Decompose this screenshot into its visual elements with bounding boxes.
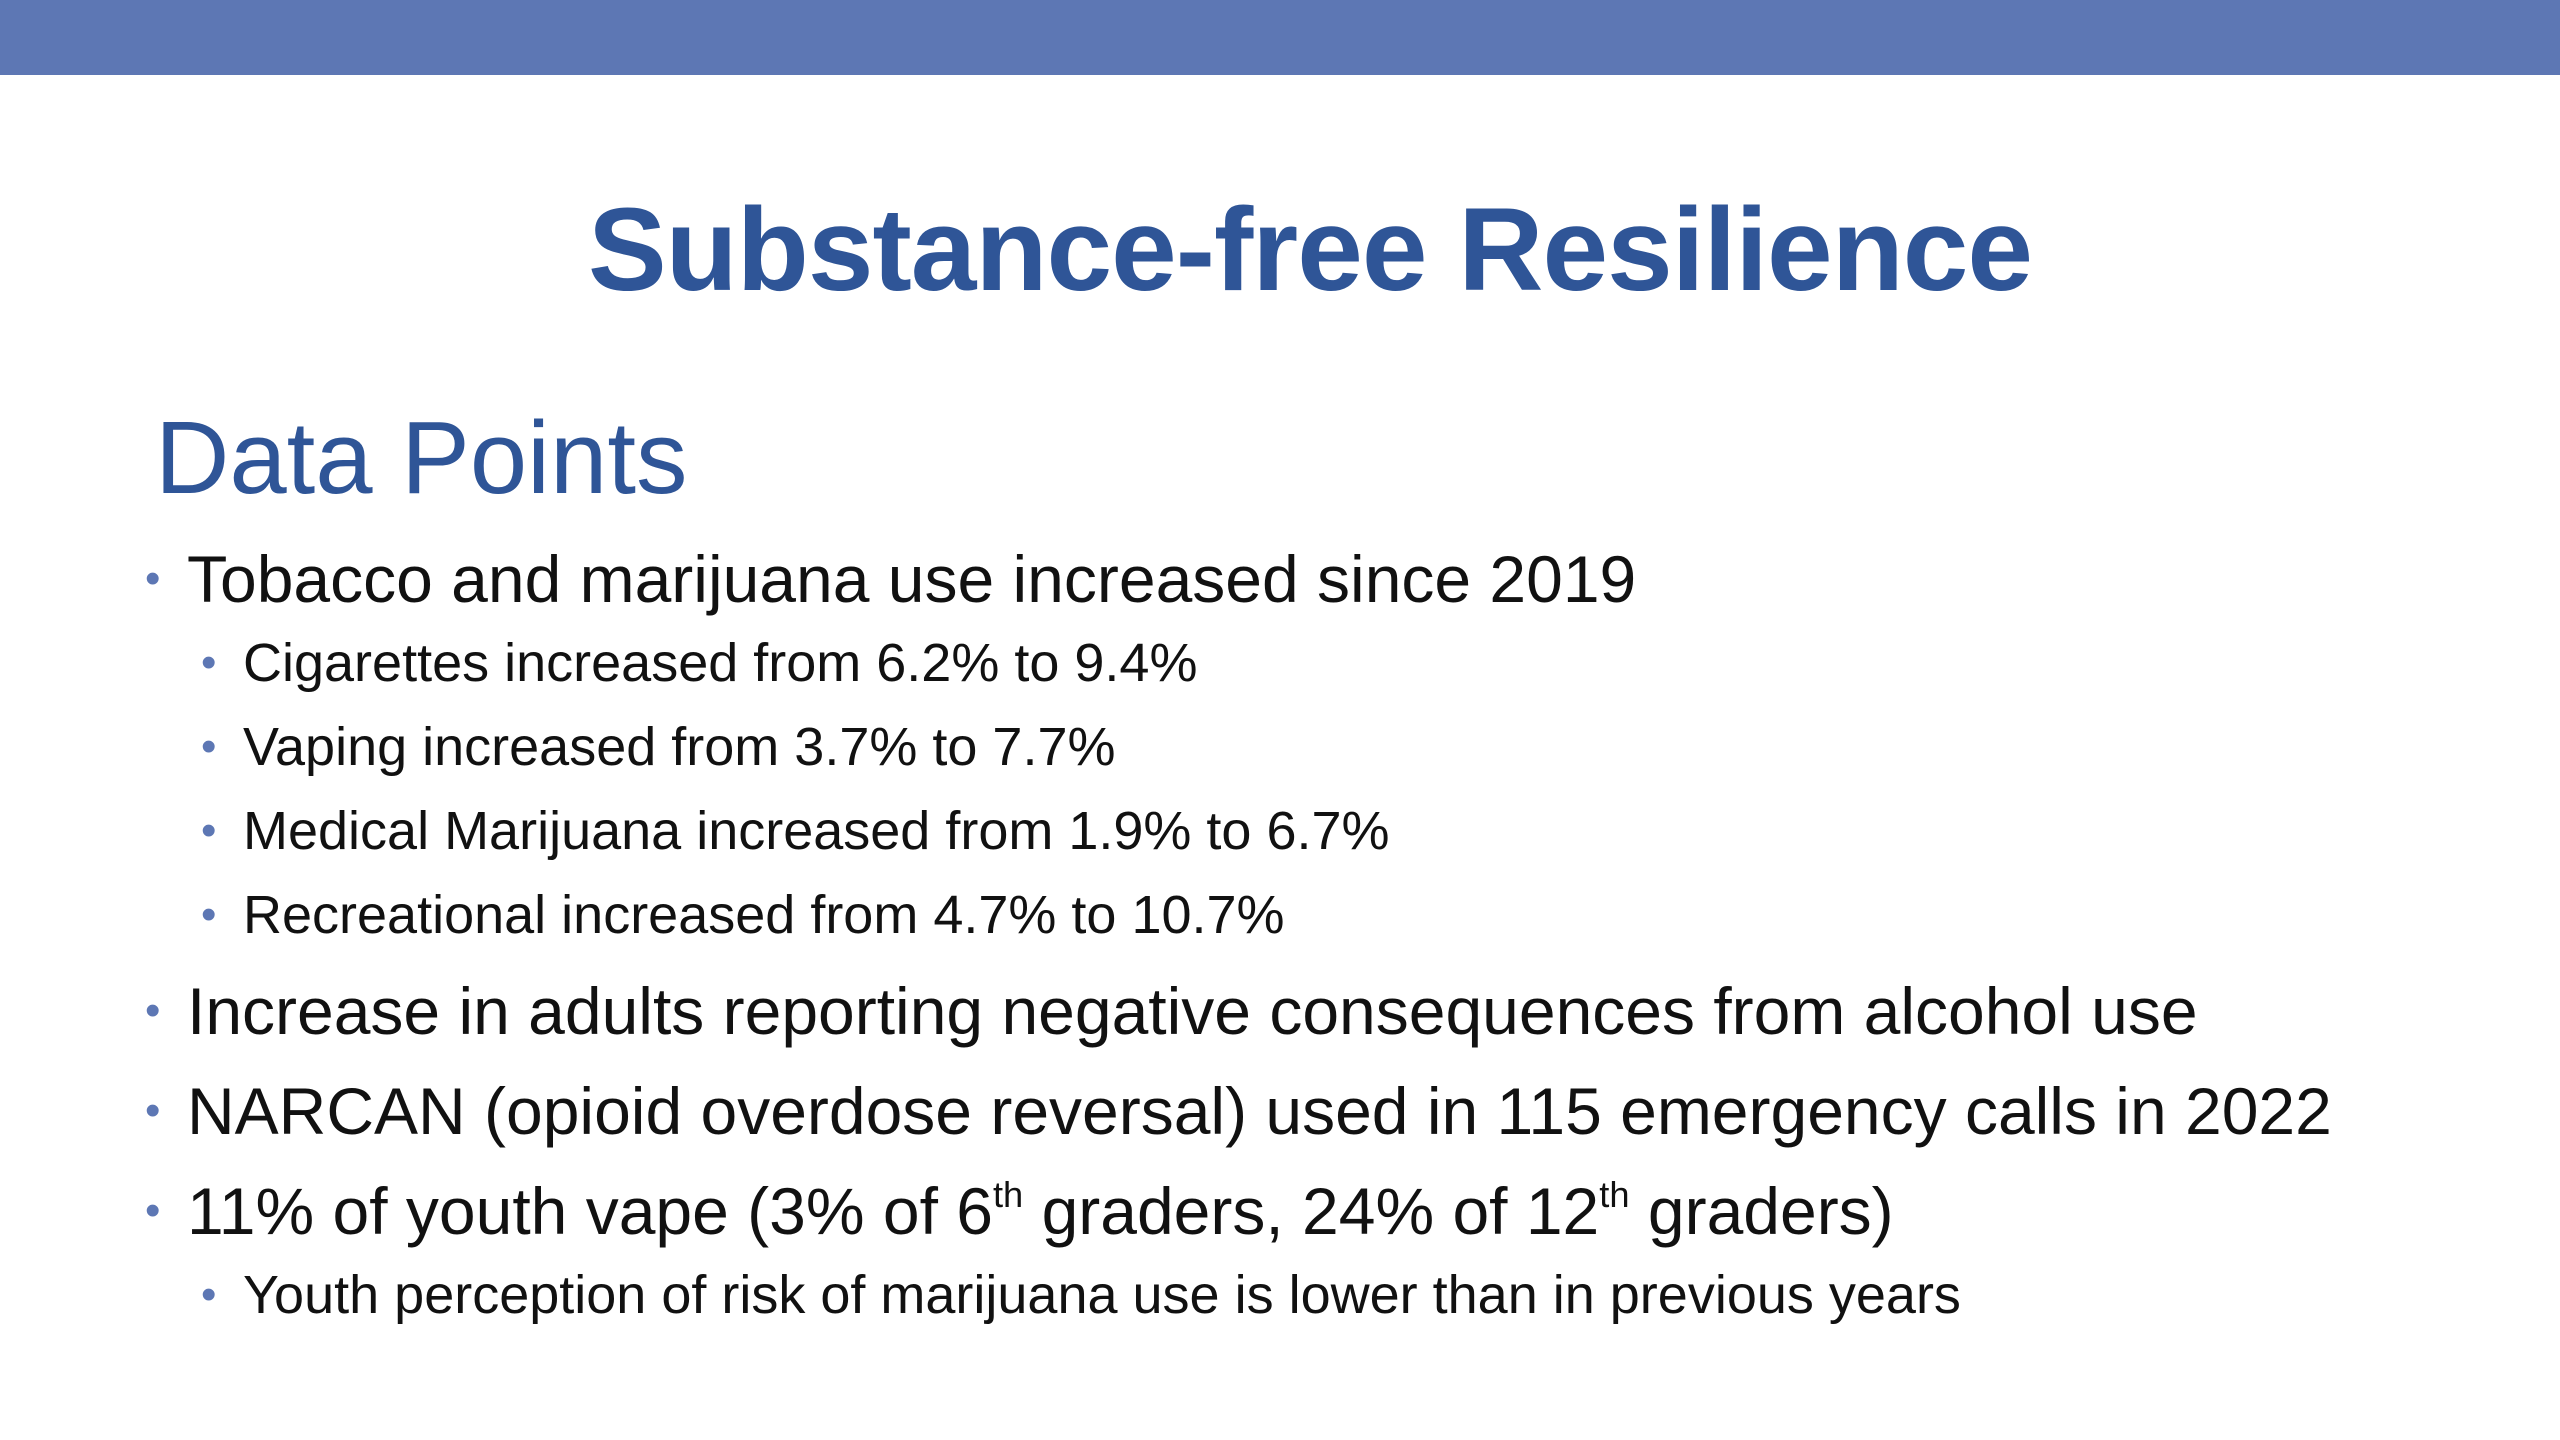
sub-bullet-text: Youth perception of risk of marijuana us… <box>243 1265 1961 1325</box>
sub-bullet-medical-marijuana: • Medical Marijuana increased from 1.9% … <box>145 798 2545 864</box>
bullet-tobacco: • Tobacco and marijuana use increased si… <box>145 540 2545 618</box>
bullet-youth-vape: • 11% of youth vape (3% of 6th graders, … <box>145 1172 2545 1250</box>
bullet-dot-icon: • <box>145 986 161 1035</box>
bullet-dot-icon: • <box>201 890 217 939</box>
bullet-text: Increase in adults reporting negative co… <box>187 974 2198 1048</box>
bullet-narcan: • NARCAN (opioid overdose reversal) used… <box>145 1072 2545 1150</box>
sub-bullet-text: Cigarettes increased from 6.2% to 9.4% <box>243 633 1198 693</box>
bullet-dot-icon: • <box>145 1086 161 1135</box>
bullet-list: • Tobacco and marijuana use increased si… <box>145 540 2545 1328</box>
section-heading: Data Points <box>155 400 688 515</box>
sub-bullet-text: Recreational increased from 4.7% to 10.7… <box>243 885 1285 945</box>
sub-bullet-text: Medical Marijuana increased from 1.9% to… <box>243 801 1390 861</box>
bullet-dot-icon: • <box>145 1186 161 1235</box>
bullet-text: Tobacco and marijuana use increased sinc… <box>187 542 1637 616</box>
bullet-text: 11% of youth vape (3% of 6th graders, 24… <box>187 1173 1894 1248</box>
sub-bullet-recreational: • Recreational increased from 4.7% to 10… <box>145 882 2545 948</box>
bullet-dot-icon: • <box>201 638 217 687</box>
sub-bullet-vaping: • Vaping increased from 3.7% to 7.7% <box>145 714 2545 780</box>
bullet-alcohol: • Increase in adults reporting negative … <box>145 972 2545 1050</box>
bullet-text: NARCAN (opioid overdose reversal) used i… <box>187 1074 2332 1148</box>
bullet-dot-icon: • <box>201 1270 217 1319</box>
bullet-dot-icon: • <box>201 806 217 855</box>
sub-bullet-youth-perception: • Youth perception of risk of marijuana … <box>145 1262 2545 1328</box>
header-accent-bar <box>0 0 2560 75</box>
sub-bullet-cigarettes: • Cigarettes increased from 6.2% to 9.4% <box>145 630 2545 696</box>
bullet-dot-icon: • <box>201 722 217 771</box>
sub-bullet-text: Vaping increased from 3.7% to 7.7% <box>243 717 1116 777</box>
bullet-dot-icon: • <box>145 554 161 603</box>
slide-title: Substance-free Resilience <box>587 184 2033 316</box>
